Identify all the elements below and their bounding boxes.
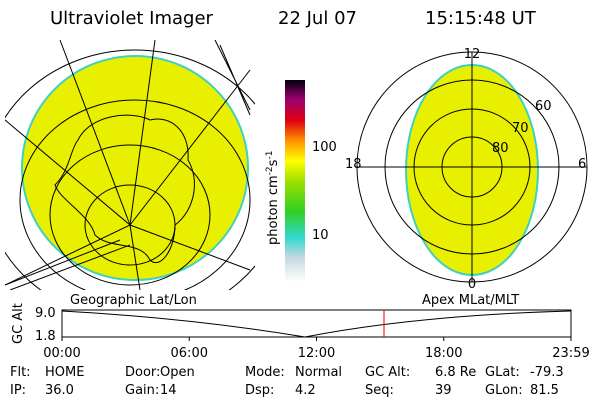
- info-value: 39: [435, 383, 452, 398]
- info-value: HOME: [45, 365, 84, 380]
- date: 22 Jul 07: [278, 8, 357, 29]
- info-label: GLon:: [485, 383, 523, 398]
- x-tick-label: 00:00: [43, 346, 80, 361]
- mlt-label: 18: [345, 157, 362, 172]
- info-label: GC Alt:: [365, 365, 410, 380]
- mlat-label: 60: [535, 99, 552, 114]
- altitude-curve: [61, 310, 572, 338]
- info-value: -79.3: [530, 365, 564, 380]
- colorbar-unit: photon cm-2s-1: [265, 151, 281, 245]
- info-label: Gain:: [125, 383, 159, 398]
- time: 15:15:48 UT: [425, 8, 537, 29]
- caption: Geographic Lat/Lon: [70, 293, 197, 308]
- info-label: Seq:: [365, 383, 394, 398]
- instrument: Ultraviolet Imager: [50, 8, 214, 29]
- x-tick-label: 23:59: [552, 346, 589, 361]
- info-value: 6.8 Re: [435, 365, 476, 380]
- y-tick-label: 1.8: [35, 329, 56, 344]
- y-tick-label: 9.0: [35, 306, 56, 321]
- info-value: 81.5: [530, 383, 559, 398]
- y-axis-label: GC Alt: [11, 303, 26, 344]
- info-label: Door:: [125, 365, 160, 380]
- polar-image: [356, 51, 588, 283]
- colorbar-tick: 10: [312, 228, 329, 243]
- info-label: Dsp:: [245, 383, 274, 398]
- caption: Apex MLat/MLT: [422, 293, 519, 308]
- x-tick-label: 06:00: [171, 346, 208, 361]
- x-tick-label: 18:00: [425, 346, 462, 361]
- x-tick-label: 12:00: [298, 346, 335, 361]
- info-value: Normal: [295, 365, 342, 380]
- info-label: Mode:: [245, 365, 285, 380]
- mlt-label: 6: [578, 157, 586, 172]
- mlt-label: 0: [468, 277, 476, 292]
- info-value: 36.0: [45, 383, 74, 398]
- info-label: GLat:: [485, 365, 520, 380]
- mlat-label: 80: [492, 141, 509, 156]
- info-label: Flt:: [10, 365, 31, 380]
- geo-image: [5, 40, 255, 290]
- mlat-label: 70: [512, 121, 529, 136]
- mlt-label: 12: [464, 47, 481, 62]
- info-value: Open: [160, 365, 195, 380]
- info-label: IP:: [10, 383, 26, 398]
- colorbar-tick: 100: [312, 140, 337, 155]
- colorbar: [285, 80, 305, 282]
- info-value: 14: [160, 383, 177, 398]
- info-value: 4.2: [295, 383, 316, 398]
